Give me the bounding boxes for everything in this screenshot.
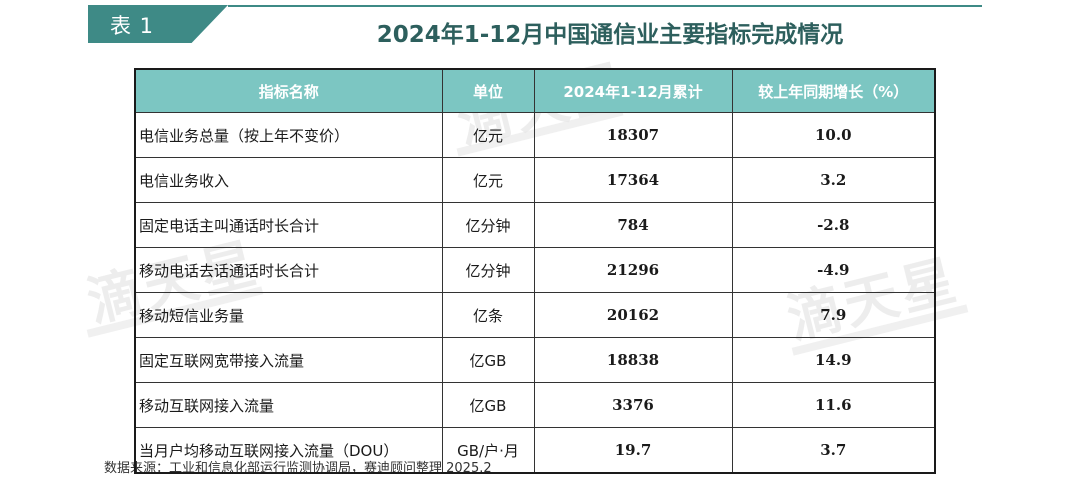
table-tag: 表 1 [88, 5, 228, 43]
indicator-unit: 亿分钟 [441, 247, 535, 293]
indicator-name: 电信业务总量（按上年不变价） [134, 112, 443, 158]
header-yoy-growth: 较上年同期增长（%） [731, 68, 936, 113]
table-row: 当月户均移动互联网接入流量（DOU） GB/户·月 19.7 3.7 [134, 427, 936, 474]
indicator-growth: 3.2 [731, 157, 936, 203]
indicator-name: 移动短信业务量 [134, 292, 443, 338]
table-header-row: 指标名称 单位 2024年1-12月累计 较上年同期增长（%） [134, 68, 936, 113]
indicator-value: 17364 [533, 157, 733, 203]
indicator-value: 3376 [533, 382, 733, 428]
table-row: 移动电话去话通话时长合计 亿分钟 21296 -4.9 [134, 247, 936, 293]
indicator-growth: 7.9 [731, 292, 936, 338]
page-title: 2024年1-12月中国通信业主要指标完成情况 [376, 22, 844, 48]
indicator-unit: 亿分钟 [441, 202, 535, 248]
indicator-value: 18838 [533, 337, 733, 383]
table-row: 固定互联网宽带接入流量 亿GB 18838 14.9 [134, 337, 936, 383]
indicator-table: 指标名称 单位 2024年1-12月累计 较上年同期增长（%） 电信业务总量（按… [134, 68, 936, 474]
indicator-growth: 3.7 [731, 427, 936, 474]
table-row: 固定电话主叫通话时长合计 亿分钟 784 -2.8 [134, 202, 936, 248]
indicator-value: 21296 [533, 247, 733, 293]
indicator-name: 电信业务收入 [134, 157, 443, 203]
indicator-value: 784 [533, 202, 733, 248]
indicator-value: 20162 [533, 292, 733, 338]
header-indicator-name: 指标名称 [134, 68, 443, 113]
indicator-growth: -4.9 [731, 247, 936, 293]
indicator-unit: 亿条 [441, 292, 535, 338]
table-row: 移动互联网接入流量 亿GB 3376 11.6 [134, 382, 936, 428]
indicator-growth: 14.9 [731, 337, 936, 383]
indicator-name: 固定互联网宽带接入流量 [134, 337, 443, 383]
header-cumulative: 2024年1-12月累计 [533, 68, 733, 113]
indicator-growth: -2.8 [731, 202, 936, 248]
indicator-value: 18307 [533, 112, 733, 158]
table-row: 移动短信业务量 亿条 20162 7.9 [134, 292, 936, 338]
indicator-growth: 10.0 [731, 112, 936, 158]
indicator-name: 固定电话主叫通话时长合计 [134, 202, 443, 248]
header-unit: 单位 [441, 68, 535, 113]
indicator-unit: 亿元 [441, 112, 535, 158]
indicator-unit: 亿GB [441, 337, 535, 383]
table-tag-label: 表 1 [110, 14, 155, 38]
indicator-name: 当月户均移动互联网接入流量（DOU） [134, 427, 443, 474]
indicator-unit: GB/户·月 [441, 427, 535, 474]
indicator-name: 移动互联网接入流量 [134, 382, 443, 428]
indicator-growth: 11.6 [731, 382, 936, 428]
indicator-name: 移动电话去话通话时长合计 [134, 247, 443, 293]
indicator-value: 19.7 [533, 427, 733, 474]
table-row: 电信业务总量（按上年不变价） 亿元 18307 10.0 [134, 112, 936, 158]
top-rule [228, 5, 982, 7]
indicator-unit: 亿GB [441, 382, 535, 428]
table-row: 电信业务收入 亿元 17364 3.2 [134, 157, 936, 203]
indicator-unit: 亿元 [441, 157, 535, 203]
